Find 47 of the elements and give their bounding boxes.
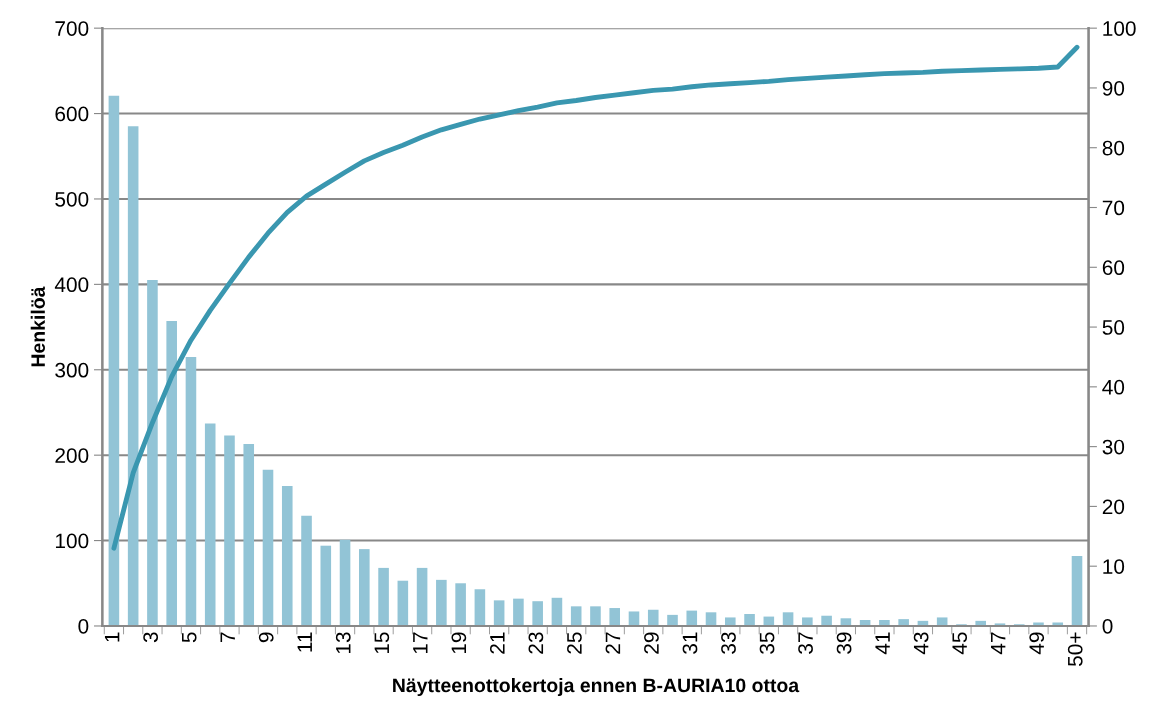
x-tick-label: 21 xyxy=(489,632,505,654)
x-tick-label: 45 xyxy=(952,632,968,655)
x-tick-label: 33 xyxy=(721,632,736,654)
y-tick-label: 700 xyxy=(55,21,89,36)
x-tick-label: 19 xyxy=(451,632,467,654)
y2-tick-label: 50 xyxy=(1102,320,1125,335)
x-tick-label: 11 xyxy=(297,632,312,652)
y2-tick-label: 70 xyxy=(1102,200,1125,216)
y2-tick-label: 80 xyxy=(1102,140,1125,156)
y-tick-label: 200 xyxy=(55,448,89,463)
x-tick-label: 13 xyxy=(335,632,351,654)
y2-tick-label: 60 xyxy=(1102,260,1125,276)
x-tick-label: 50+ xyxy=(1067,632,1083,667)
y-tick-label: 300 xyxy=(55,362,89,378)
x-tick-label: 43 xyxy=(913,632,929,655)
x-tick-label: 3 xyxy=(143,632,159,643)
y-tick-label: 100 xyxy=(55,533,89,549)
x-axis-title: Näytteenottokertoja ennen B-AURIA10 ottoa xyxy=(393,677,800,697)
x-tick-label: 37 xyxy=(798,632,813,654)
y2-tick-label: 100 xyxy=(1103,21,1136,36)
x-tick-label: 23 xyxy=(528,632,544,654)
x-tick-label: 27 xyxy=(605,632,621,654)
y-axis-title: Henkilöä xyxy=(30,286,45,367)
x-tick-label: 47 xyxy=(991,632,1006,655)
x-tick-label: 7 xyxy=(220,632,235,643)
x-tick-label: 15 xyxy=(374,632,390,654)
x-tick-label: 25 xyxy=(567,632,582,654)
x-tick-label: 9 xyxy=(258,632,274,643)
y-tick-label: 0 xyxy=(78,618,89,634)
x-tick-label: 49 xyxy=(1029,632,1045,655)
x-tick-label: 1 xyxy=(104,632,120,642)
y-tick-label: 600 xyxy=(55,106,89,122)
x-tick-label: 31 xyxy=(682,632,698,654)
x-tick-label: 17 xyxy=(413,632,428,654)
y-tick-label: 400 xyxy=(54,277,89,293)
x-tick-label: 41 xyxy=(875,632,890,655)
y2-tick-label: 30 xyxy=(1102,439,1125,455)
x-tick-label: 35 xyxy=(759,632,775,654)
x-tick-label: 5 xyxy=(182,632,197,643)
y2-tick-label: 20 xyxy=(1102,499,1125,515)
x-tick-label: 39 xyxy=(836,632,852,654)
y2-tick-label: 40 xyxy=(1102,379,1125,395)
y2-tick-label: 0 xyxy=(1102,618,1113,634)
y2-tick-label: 10 xyxy=(1103,559,1125,574)
y2-tick-label: 90 xyxy=(1102,80,1125,96)
x-tick-label: 29 xyxy=(644,632,659,654)
y-tick-label: 500 xyxy=(55,191,89,207)
